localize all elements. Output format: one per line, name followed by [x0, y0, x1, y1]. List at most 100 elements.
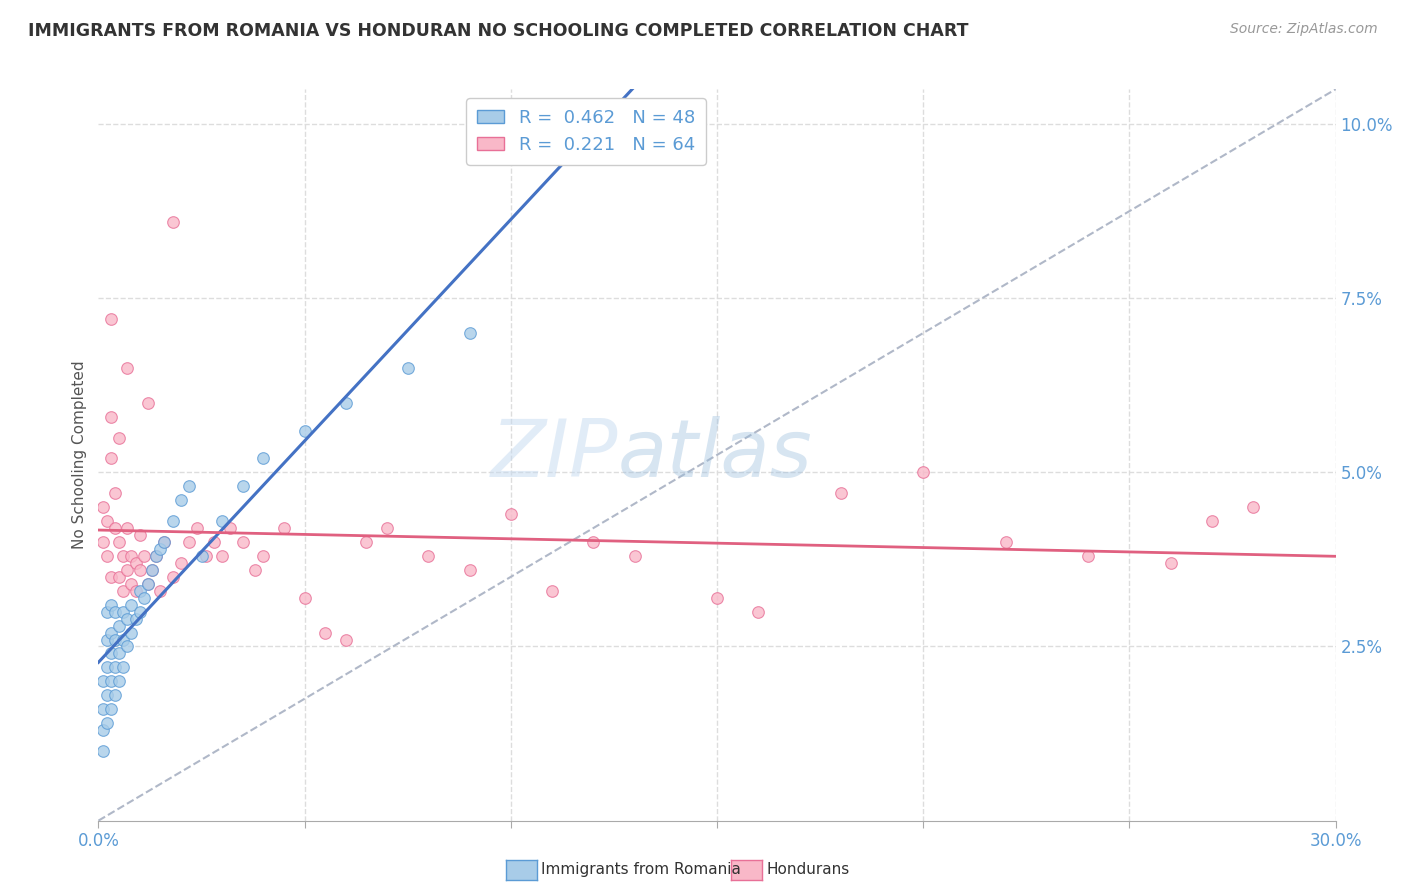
- Point: [128, 528, 150, 542]
- Point: [747, 605, 769, 619]
- Point: [100, 451, 122, 466]
- Point: [117, 612, 139, 626]
- Point: [153, 535, 176, 549]
- Point: [458, 326, 481, 340]
- Point: [211, 514, 233, 528]
- Point: [108, 674, 131, 689]
- Point: [120, 625, 142, 640]
- Point: [100, 702, 122, 716]
- Point: [1160, 556, 1182, 570]
- Y-axis label: No Schooling Completed: No Schooling Completed: [72, 360, 87, 549]
- Point: [194, 549, 217, 563]
- Point: [162, 514, 184, 528]
- Point: [190, 549, 212, 563]
- Point: [108, 430, 131, 444]
- Text: atlas: atlas: [619, 416, 813, 494]
- Point: [128, 563, 150, 577]
- Point: [162, 570, 184, 584]
- Point: [112, 583, 135, 598]
- Point: [132, 549, 155, 563]
- Point: [273, 521, 295, 535]
- Point: [294, 591, 316, 605]
- Point: [211, 549, 233, 563]
- Point: [136, 576, 159, 591]
- Point: [170, 556, 193, 570]
- Text: ZIP: ZIP: [491, 416, 619, 494]
- Point: [912, 466, 935, 480]
- Point: [706, 591, 728, 605]
- Point: [104, 605, 127, 619]
- Point: [117, 360, 139, 375]
- Point: [108, 570, 131, 584]
- Point: [1201, 514, 1223, 528]
- Point: [124, 583, 146, 598]
- Point: [104, 486, 127, 500]
- Point: [96, 716, 118, 731]
- Point: [335, 632, 357, 647]
- Point: [136, 395, 159, 409]
- Point: [100, 570, 122, 584]
- Point: [117, 521, 139, 535]
- Point: [830, 486, 852, 500]
- Point: [335, 395, 357, 409]
- Point: [186, 521, 208, 535]
- Point: [96, 688, 118, 702]
- Point: [396, 360, 419, 375]
- Point: [232, 535, 254, 549]
- Point: [136, 576, 159, 591]
- Point: [252, 549, 274, 563]
- Point: [219, 521, 242, 535]
- Point: [104, 632, 127, 647]
- Point: [582, 535, 605, 549]
- Point: [104, 688, 127, 702]
- Point: [117, 640, 139, 654]
- Point: [100, 647, 122, 661]
- Point: [112, 660, 135, 674]
- Point: [96, 514, 118, 528]
- Point: [145, 549, 167, 563]
- Text: Immigrants from Romania: Immigrants from Romania: [541, 863, 741, 877]
- Point: [112, 549, 135, 563]
- Point: [120, 598, 142, 612]
- Point: [96, 605, 118, 619]
- Point: [243, 563, 266, 577]
- Point: [153, 535, 176, 549]
- Point: [91, 702, 114, 716]
- Point: [541, 583, 564, 598]
- Point: [96, 632, 118, 647]
- Point: [117, 563, 139, 577]
- Point: [124, 612, 146, 626]
- Point: [91, 535, 114, 549]
- Point: [91, 744, 114, 758]
- Point: [202, 535, 225, 549]
- Point: [162, 214, 184, 228]
- Point: [179, 535, 201, 549]
- Point: [100, 598, 122, 612]
- Point: [314, 625, 336, 640]
- Point: [458, 563, 481, 577]
- Point: [418, 549, 440, 563]
- Point: [128, 583, 150, 598]
- Point: [1241, 500, 1264, 515]
- Point: [232, 479, 254, 493]
- Point: [170, 493, 193, 508]
- Point: [356, 535, 378, 549]
- Point: [96, 549, 118, 563]
- Point: [994, 535, 1017, 549]
- Point: [375, 521, 398, 535]
- Point: [112, 605, 135, 619]
- Point: [149, 541, 172, 556]
- Legend: R =  0.462   N = 48, R =  0.221   N = 64: R = 0.462 N = 48, R = 0.221 N = 64: [467, 98, 706, 165]
- Point: [252, 451, 274, 466]
- Point: [104, 521, 127, 535]
- Point: [112, 632, 135, 647]
- Point: [120, 549, 142, 563]
- Point: [91, 674, 114, 689]
- Point: [499, 507, 522, 521]
- Point: [124, 556, 146, 570]
- Point: [100, 674, 122, 689]
- Point: [128, 605, 150, 619]
- Point: [141, 563, 163, 577]
- Point: [100, 312, 122, 326]
- Point: [108, 535, 131, 549]
